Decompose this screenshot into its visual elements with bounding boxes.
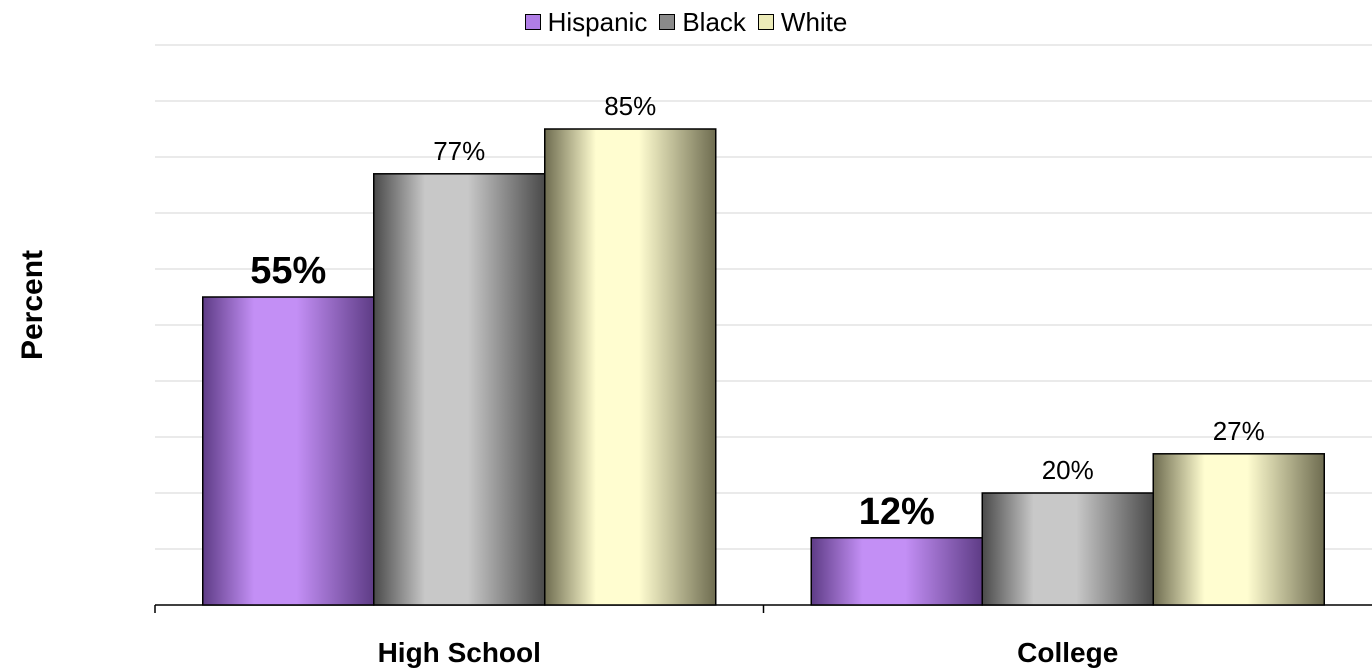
legend-label-hispanic: Hispanic (547, 6, 648, 37)
data-label: 12% (859, 491, 935, 533)
bar-black-high-school (373, 173, 546, 606)
legend-label-black: Black (682, 6, 746, 37)
bar-hispanic-college (810, 537, 983, 606)
legend-label-white: White (780, 6, 848, 37)
legend-item-black: Black (659, 7, 746, 38)
data-label: 85% (604, 91, 656, 121)
data-label: 20% (1042, 455, 1094, 485)
legend-swatch-white (757, 14, 774, 30)
bar-white-high-school (544, 128, 717, 606)
legend-item-hispanic: Hispanic (524, 6, 648, 38)
legend-item-white: White (757, 6, 848, 38)
x-tick-label: High School (378, 637, 541, 668)
data-label: 27% (1213, 416, 1265, 446)
data-label: 77% (433, 136, 485, 166)
bar-black-college (981, 492, 1154, 606)
bar-hispanic-high-school (202, 296, 375, 606)
data-label: 55% (250, 250, 326, 292)
legend-swatch-hispanic (524, 14, 541, 30)
chart-legend: Hispanic Black White (0, 4, 1372, 40)
legend-swatch-black (659, 14, 676, 30)
x-tick-label: College (1017, 637, 1118, 668)
bar-white-college (1152, 453, 1325, 606)
